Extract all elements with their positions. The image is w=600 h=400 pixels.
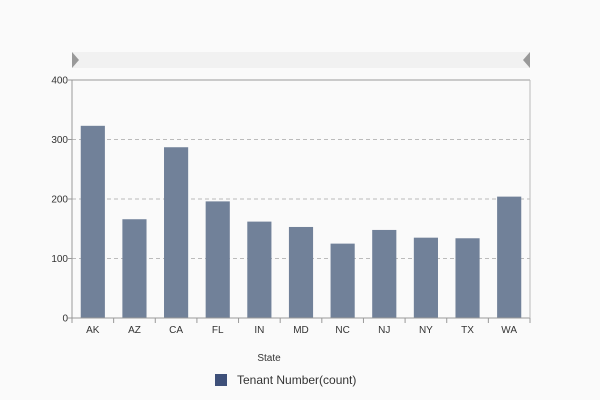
bar-in[interactable]: [247, 221, 272, 318]
bar-nc[interactable]: [330, 243, 355, 318]
legend-label[interactable]: Tenant Number(count): [237, 373, 356, 387]
x-tick-label: NY: [419, 325, 433, 336]
bar-ak[interactable]: [80, 125, 105, 318]
x-tick-label: NC: [335, 325, 349, 336]
y-tick-label: 100: [51, 254, 68, 265]
y-tick-label: 400: [51, 76, 68, 87]
x-tick-label: CA: [169, 325, 183, 336]
legend[interactable]: Tenant Number(count): [215, 373, 356, 387]
bar-ca[interactable]: [164, 147, 189, 318]
y-tick-label: 0: [62, 314, 68, 325]
scrollbar-right-handle-icon[interactable]: [523, 52, 530, 68]
y-tick-label: 200: [51, 195, 68, 206]
x-tick-label: MD: [293, 325, 309, 336]
bar-md[interactable]: [288, 226, 314, 318]
y-tick-label: 300: [51, 135, 68, 146]
bar-ny[interactable]: [413, 237, 438, 318]
scrollbar-track[interactable]: [72, 52, 530, 68]
x-tick-label: IN: [254, 325, 264, 336]
x-tick-label: FL: [212, 325, 224, 336]
y-axis-ticks: 0 100 200 300 400: [51, 76, 72, 325]
scrollbar-left-handle-icon[interactable]: [72, 52, 79, 68]
x-tick-label: NJ: [378, 325, 390, 336]
x-axis-title: State: [257, 353, 281, 364]
x-tick-label: TX: [461, 325, 474, 336]
gridlines: [72, 139, 530, 259]
bar-nj[interactable]: [372, 229, 397, 318]
bars: [80, 125, 522, 318]
bar-tx[interactable]: [455, 238, 480, 318]
x-tick-label: WA: [501, 325, 517, 336]
range-scrollbar[interactable]: [72, 52, 530, 68]
legend-swatch[interactable]: [215, 374, 227, 386]
bar-wa[interactable]: [497, 196, 522, 318]
x-tick-label: AZ: [128, 325, 141, 336]
x-tick-label: AK: [86, 325, 100, 336]
bar-fl[interactable]: [205, 201, 230, 318]
x-axis-ticks: AK AZ CA FL IN MD NC NJ NY TX WA: [71, 318, 531, 336]
bar-az[interactable]: [122, 219, 147, 318]
